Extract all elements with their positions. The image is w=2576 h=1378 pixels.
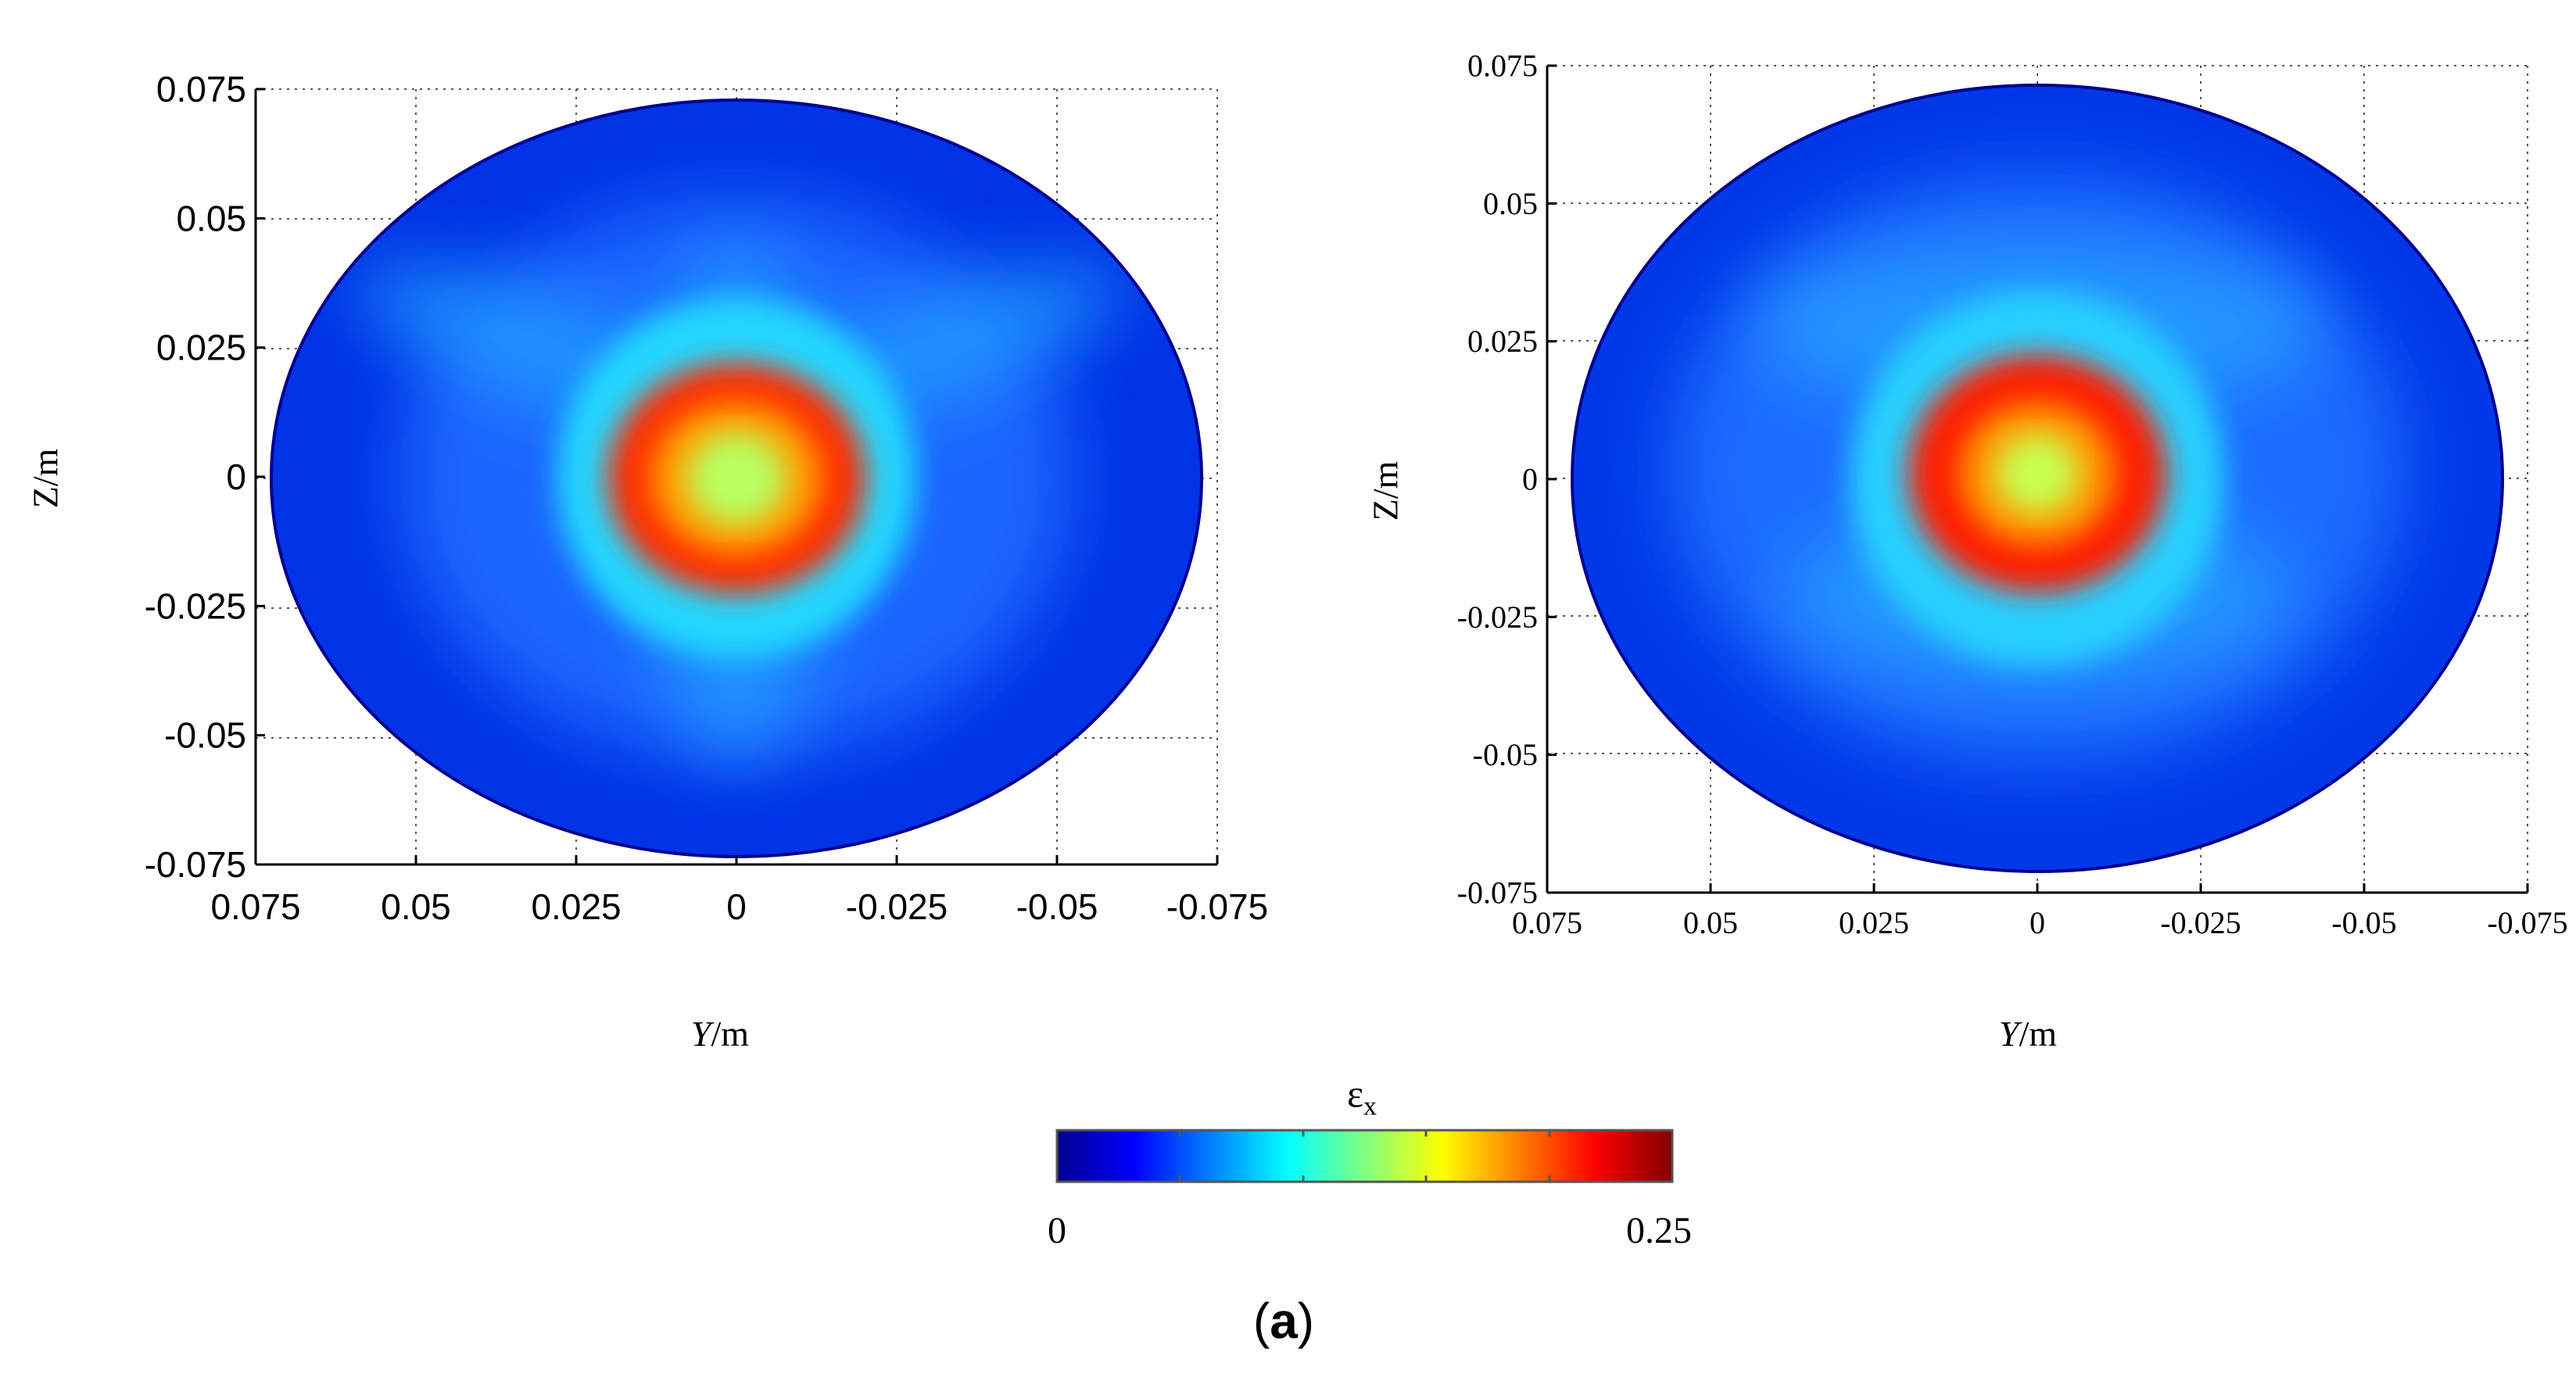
left-ticks	[254, 88, 1219, 866]
left-x-tick-label: 0	[726, 886, 747, 927]
right-field-boundary	[1571, 84, 2504, 873]
left-y-tick-label: 0.075	[156, 69, 246, 109]
left-x-tick-label: -0.025	[846, 886, 948, 927]
right-strain-field	[1572, 85, 2503, 872]
colorbar-min-label: 0	[1048, 1210, 1066, 1251]
right-x-tick-label: -0.025	[2160, 905, 2241, 940]
right-x-tick-label: 0	[2030, 905, 2045, 940]
right-y-tick-label: 0.05	[1483, 186, 1538, 221]
left-y-axis-label: Z/m	[26, 448, 66, 508]
right-y-tick-label: 0.025	[1467, 324, 1538, 359]
colorbar-label: εx	[1347, 1072, 1377, 1121]
colorbar-label-main: ε	[1347, 1072, 1363, 1115]
left-y-tick-label: -0.025	[145, 585, 246, 626]
left-y-tick-label: -0.05	[164, 715, 246, 756]
right-x-tick-label: 0.05	[1683, 905, 1738, 940]
right-y-tick-label: -0.025	[1457, 600, 1538, 635]
right-x-tick-label: -0.075	[2487, 905, 2567, 940]
colorbar-label-sub: x	[1363, 1092, 1377, 1121]
left-strain-field	[271, 100, 1202, 857]
left-x-tick-label: -0.075	[1166, 886, 1268, 927]
left-y-tick-label: 0	[226, 456, 246, 497]
caption-close: )	[1298, 1293, 1314, 1349]
right-x-tick-label: 0.075	[1512, 905, 1582, 940]
left-y-tick-label: 0.05	[176, 198, 246, 238]
left-x-axis-unit: /m	[711, 1014, 750, 1054]
right-strain-panel: 0.075 0.05 0.025 0 -0.025 -0.05 -0.0750.0750.0…	[1366, 48, 2568, 1054]
caption-letter: a	[1270, 1293, 1298, 1349]
figure-caption: (a)	[1253, 1293, 1314, 1349]
caption-open: (	[1253, 1293, 1270, 1349]
right-x-axis-label: Y/m	[1999, 1014, 2057, 1054]
right-y-tick-label: -0.05	[1473, 737, 1538, 772]
left-x-tick-label: 0.075	[210, 886, 300, 927]
right-y-axis-label: Z/m	[1366, 460, 1406, 521]
left-x-axis-symbol: Y	[691, 1014, 715, 1054]
left-x-tick-label: 0.05	[381, 886, 451, 927]
right-x-axis-unit: /m	[2019, 1014, 2058, 1054]
left-y-tick-label: -0.075	[145, 844, 246, 885]
right-tick-labels: 0.075 0.05 0.025 0 -0.025 -0.05 -0.0750.0750.0…	[1457, 48, 2568, 941]
left-y-tick-label: 0.025	[156, 327, 246, 368]
right-y-tick-label: -0.075	[1457, 875, 1538, 911]
colorbar: εx 0 0.25	[1048, 1072, 1692, 1251]
left-strain-panel: 0.075 0.05 0.025 0 -0.025 -0.05 -0.0750.0750.0…	[26, 69, 1269, 1054]
colorbar-ticks	[1178, 1130, 1551, 1182]
right-ticks	[1546, 64, 2529, 894]
left-x-axis-label: Y/m	[691, 1014, 749, 1054]
left-x-tick-label: 0.025	[531, 886, 621, 927]
right-x-tick-label: -0.05	[2331, 905, 2396, 940]
colorbar-gradient	[1055, 1129, 1674, 1183]
right-y-tick-label: 0	[1522, 462, 1538, 497]
right-x-tick-label: 0.025	[1839, 905, 1909, 940]
left-x-tick-label: -0.05	[1016, 886, 1098, 927]
right-y-tick-label: 0.075	[1467, 48, 1538, 84]
left-tick-labels: 0.075 0.05 0.025 0 -0.025 -0.05 -0.0750.0750.0…	[145, 69, 1269, 927]
right-x-axis-symbol: Y	[1999, 1014, 2022, 1054]
colorbar-max-label: 0.25	[1626, 1210, 1692, 1251]
